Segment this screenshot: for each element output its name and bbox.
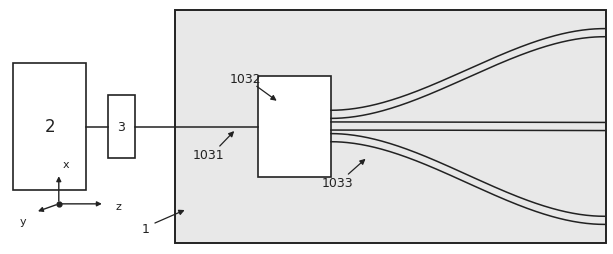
- Bar: [13, 64, 86, 190]
- Text: 1: 1: [142, 222, 150, 235]
- Text: 3: 3: [117, 121, 125, 133]
- Text: 2: 2: [44, 118, 55, 136]
- Bar: [257, 76, 331, 178]
- Text: 1031: 1031: [193, 148, 224, 161]
- Text: y: y: [20, 216, 26, 226]
- Bar: [108, 96, 135, 158]
- Text: 1033: 1033: [321, 177, 353, 189]
- Text: z: z: [116, 202, 121, 212]
- Text: 1032: 1032: [229, 73, 261, 86]
- Text: x: x: [63, 159, 69, 169]
- Bar: [175, 11, 606, 243]
